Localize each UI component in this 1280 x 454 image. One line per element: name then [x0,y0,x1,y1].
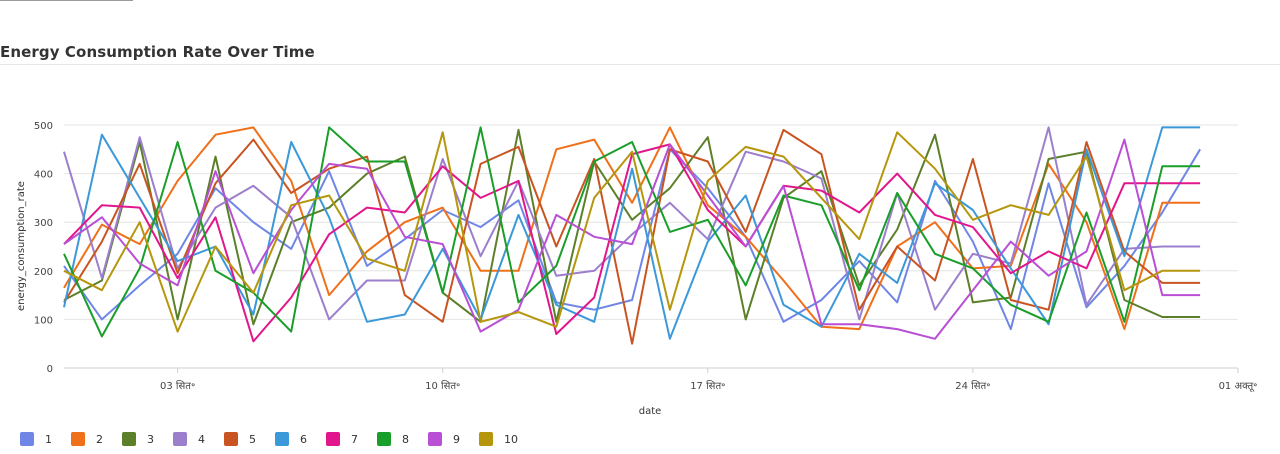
legend-label: 6 [300,432,307,446]
legend-swatch [428,432,442,446]
x-tick-label: 01 अक्तू॰ [1219,381,1258,392]
legend-swatch [71,432,85,446]
legend-item-3[interactable]: 3 [122,432,154,446]
series-line-6 [63,126,1201,340]
legend-item-5[interactable]: 5 [224,432,256,446]
legend-label: 9 [453,432,460,446]
y-tick-label: 300 [34,218,53,229]
series-line-2 [63,126,1201,331]
legend-item-1[interactable]: 1 [20,432,52,446]
legend-label: 4 [198,432,205,446]
x-axis-label: date [639,406,662,417]
series-line-9 [63,138,1201,340]
legend-item-2[interactable]: 2 [71,432,103,446]
series-line-1 [63,148,1201,331]
x-tick-label: 17 सित॰ [690,380,725,392]
legend-item-10[interactable]: 10 [479,432,518,446]
legend-item-8[interactable]: 8 [377,432,409,446]
legend-item-7[interactable]: 7 [326,432,358,446]
series-line-4 [63,126,1201,321]
legend-label: 5 [249,432,256,446]
legend-swatch [377,432,391,446]
legend-label: 2 [96,432,103,446]
x-axis-ticks: 03 सित॰ 10 सित॰ 17 सित॰ 24 सित॰ 01 अक्तू॰ [160,368,1257,392]
x-tick-label: 10 सित॰ [425,380,460,392]
legend-label: 10 [504,432,518,446]
legend-item-6[interactable]: 6 [275,432,307,446]
x-tick-label: 03 सित॰ [160,380,195,392]
x-tick-label: 24 सित॰ [955,380,990,392]
legend-label: 7 [351,432,358,446]
y-tick-label: 500 [34,121,53,132]
y-tick-label: 400 [34,170,53,181]
legend-swatch [173,432,187,446]
y-axis-label: energy_consumption_rate [16,181,27,311]
top-divider [0,0,133,1]
y-axis-ticks: 0 100 200 300 400 500 [34,121,53,375]
chart-title: Energy Consumption Rate Over Time [0,43,315,61]
y-tick-label: 100 [34,315,53,326]
legend-label: 8 [402,432,409,446]
series-lines [63,126,1201,345]
legend-swatch [20,432,34,446]
chart-header: Energy Consumption Rate Over Time [0,42,1280,65]
legend-label: 1 [45,432,52,446]
legend-swatch [224,432,238,446]
y-tick-label: 0 [47,364,53,375]
y-tick-label: 200 [34,267,53,278]
legend: 1 2 3 4 5 6 7 8 9 10 [20,430,537,448]
legend-swatch [122,432,136,446]
legend-swatch [326,432,340,446]
legend-swatch [275,432,289,446]
legend-label: 3 [147,432,154,446]
series-line-5 [63,128,1201,345]
series-line-10 [63,131,1201,333]
legend-item-9[interactable]: 9 [428,432,460,446]
legend-item-4[interactable]: 4 [173,432,205,446]
legend-swatch [479,432,493,446]
